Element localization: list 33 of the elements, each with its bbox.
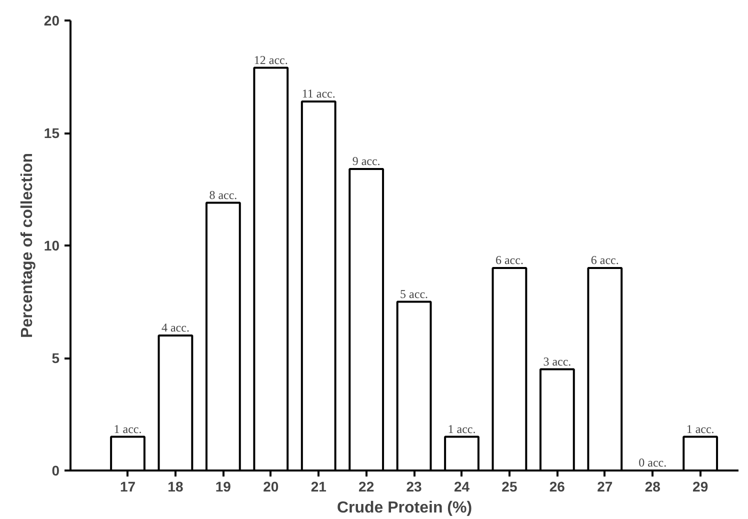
annotation: 11 acc.	[302, 86, 336, 100]
x-tick-label: 17	[120, 478, 136, 494]
x-tick-label: 18	[168, 478, 184, 494]
x-tick-label: 28	[644, 478, 661, 494]
y-tick-label: 20	[44, 12, 60, 28]
y-tick-label: 0	[52, 462, 60, 478]
annotation: 6 acc.	[495, 253, 524, 267]
annotation: 9 acc.	[352, 154, 380, 168]
x-axis-title: Crude Protein (%)	[336, 500, 472, 516]
x-tick-label: 26	[549, 478, 566, 494]
annotation: 8 acc.	[209, 188, 238, 202]
annotation: 3 acc.	[543, 354, 572, 368]
x-tick-label: 24	[454, 478, 470, 494]
annotation: 0 acc.	[638, 456, 667, 470]
annotation: 1 acc.	[448, 422, 476, 436]
annotation: 5 acc.	[400, 286, 428, 301]
y-tick-label: 5	[52, 350, 60, 366]
x-tick-label: 23	[406, 478, 422, 494]
y-axis-title: Percentage of collection	[18, 153, 36, 338]
annotation: 4 acc.	[161, 320, 190, 334]
x-tick-label: 19	[215, 478, 232, 494]
x-tick-label: 25	[502, 478, 518, 494]
y-tick-label: 10	[44, 238, 60, 254]
annotation: 6 acc.	[590, 253, 619, 267]
x-tick-label: 20	[263, 478, 279, 494]
annotation: 12 acc.	[254, 52, 288, 67]
x-tick-label: 21	[310, 478, 327, 494]
x-tick-label: 27	[597, 478, 613, 494]
x-tick-label: 29	[692, 478, 708, 494]
y-tick-label: 15	[44, 125, 60, 141]
annotation: 1 acc.	[114, 422, 142, 436]
x-tick-label: 22	[358, 478, 374, 494]
annotation: 1 acc.	[686, 422, 714, 436]
